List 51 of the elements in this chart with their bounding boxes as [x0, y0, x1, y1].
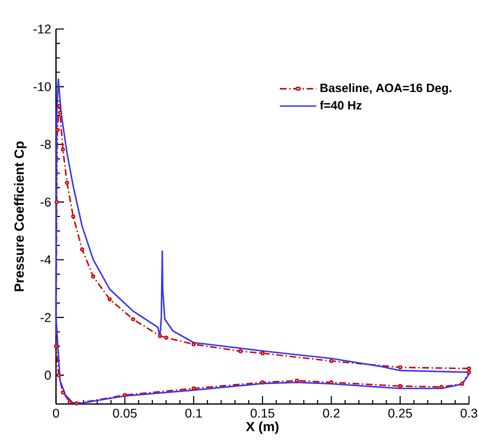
point [91, 274, 96, 279]
point [60, 148, 65, 152]
point [260, 351, 265, 356]
point [460, 382, 464, 386]
point [260, 380, 265, 384]
point [439, 384, 444, 390]
point [466, 366, 472, 371]
y-tick-label: -10 [34, 82, 51, 92]
point [192, 386, 196, 390]
point [108, 297, 112, 302]
x-tick-label: 0 [52, 408, 60, 418]
y-tick-label: -8 [40, 140, 51, 149]
point [57, 104, 62, 108]
legend-label: f=40 Hz [320, 100, 362, 110]
x-tick-label: 0.2 [323, 408, 340, 418]
point [329, 358, 334, 364]
point [164, 336, 168, 340]
point [58, 110, 62, 115]
point [131, 317, 136, 322]
legend-label: Baseline, AOA=16 Deg. [320, 83, 452, 95]
x-tick-label: 0.15 [250, 408, 274, 418]
point [238, 349, 243, 354]
y-tick-label: -4 [40, 255, 51, 264]
point [71, 214, 76, 219]
x-axis-title: X (m) [246, 422, 278, 434]
x-tick-label: 0.1 [185, 408, 202, 418]
point [80, 247, 84, 252]
point [329, 380, 334, 384]
point [74, 401, 79, 406]
point [192, 342, 196, 346]
point [122, 392, 127, 398]
point [466, 370, 472, 374]
y-tick-label: -12 [34, 24, 51, 34]
point [398, 384, 402, 388]
x-tick-label: 0.25 [388, 408, 412, 418]
point [56, 373, 61, 378]
y-tick-label: -6 [40, 198, 51, 207]
point [68, 400, 72, 404]
x-tick-label: 0.05 [113, 408, 137, 418]
x-tick-label: 0.3 [460, 408, 478, 418]
point [64, 180, 70, 185]
y-axis-title: Pressure Coefficient Cp [14, 141, 26, 292]
point [60, 390, 65, 395]
point [294, 378, 299, 383]
point [55, 128, 60, 132]
y-tick-label: 0 [44, 370, 51, 380]
point [54, 200, 59, 204]
point [398, 365, 402, 370]
point [158, 334, 162, 338]
y-tick-label: -2 [40, 313, 51, 322]
point [54, 344, 58, 348]
